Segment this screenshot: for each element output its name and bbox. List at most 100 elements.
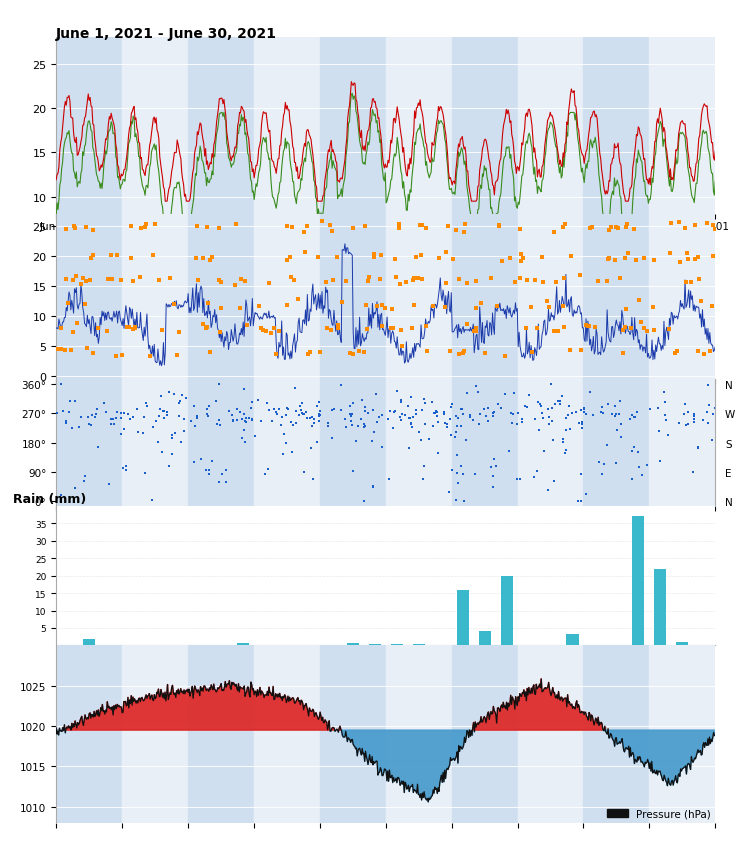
- Bar: [237, 644, 249, 646]
- Point: [345, 414, 357, 428]
- Point: [300, 405, 312, 419]
- Point: [359, 405, 371, 419]
- Point: [449, 224, 461, 237]
- Point: [521, 322, 533, 336]
- Point: [377, 408, 389, 422]
- Point: [175, 436, 187, 449]
- Point: [277, 448, 289, 462]
- Point: [491, 300, 503, 313]
- Point: [583, 321, 595, 334]
- Point: [115, 428, 127, 441]
- Point: [401, 399, 413, 413]
- Point: [88, 224, 100, 237]
- Point: [202, 297, 214, 311]
- Bar: [320, 215, 386, 380]
- Point: [110, 349, 122, 363]
- Text: June 1, 2021 - June 30, 2021: June 1, 2021 - June 30, 2021: [56, 27, 277, 41]
- Point: [431, 447, 443, 461]
- Point: [633, 461, 645, 474]
- Point: [455, 460, 467, 473]
- Point: [606, 408, 618, 421]
- Point: [446, 463, 458, 477]
- Point: [140, 397, 152, 410]
- Point: [470, 325, 482, 338]
- Point: [546, 414, 558, 428]
- Point: [617, 324, 629, 338]
- Point: [376, 320, 388, 333]
- Point: [178, 414, 190, 427]
- Point: [169, 388, 181, 402]
- Point: [449, 409, 461, 423]
- Point: [505, 407, 517, 420]
- Point: [706, 300, 718, 313]
- Point: [418, 392, 430, 406]
- Point: [558, 321, 570, 334]
- Bar: [583, 646, 649, 823]
- Point: [576, 422, 588, 436]
- Point: [345, 399, 357, 413]
- Point: [521, 401, 533, 414]
- Point: [587, 408, 599, 422]
- Point: [231, 403, 243, 417]
- Point: [158, 412, 170, 425]
- Point: [291, 293, 303, 306]
- Point: [439, 301, 451, 315]
- Bar: [583, 38, 649, 215]
- Point: [379, 302, 391, 316]
- Point: [593, 456, 605, 469]
- Point: [125, 252, 137, 266]
- Point: [388, 406, 400, 419]
- Point: [447, 253, 459, 267]
- Point: [55, 322, 67, 335]
- Point: [576, 418, 588, 431]
- Point: [308, 417, 320, 430]
- Point: [512, 406, 524, 419]
- Point: [51, 344, 63, 357]
- Point: [155, 390, 167, 403]
- Bar: [391, 644, 403, 646]
- Point: [485, 461, 497, 474]
- Point: [376, 441, 388, 454]
- Point: [536, 276, 548, 289]
- Point: [485, 273, 497, 286]
- Point: [67, 326, 79, 339]
- Point: [396, 408, 408, 421]
- Point: [290, 404, 302, 418]
- Point: [81, 342, 93, 355]
- Point: [111, 406, 123, 419]
- Point: [258, 323, 270, 337]
- Bar: [320, 646, 386, 823]
- Point: [575, 468, 587, 481]
- Bar: [649, 38, 715, 215]
- Point: [649, 254, 661, 268]
- Point: [543, 301, 555, 315]
- Point: [335, 379, 347, 392]
- Point: [395, 393, 407, 407]
- Point: [440, 278, 452, 291]
- Point: [215, 276, 227, 289]
- Point: [551, 394, 563, 408]
- Point: [451, 448, 463, 462]
- Point: [395, 414, 407, 427]
- Bar: [56, 380, 122, 506]
- Point: [638, 252, 650, 266]
- Point: [65, 344, 77, 358]
- Point: [611, 424, 623, 437]
- Point: [595, 406, 607, 419]
- Point: [601, 275, 613, 289]
- Point: [176, 388, 188, 402]
- Point: [632, 446, 644, 459]
- Point: [108, 418, 120, 431]
- Point: [286, 220, 298, 234]
- Point: [339, 414, 351, 427]
- Point: [359, 220, 371, 234]
- Point: [495, 402, 507, 415]
- Bar: [500, 576, 512, 646]
- Point: [313, 414, 325, 428]
- Point: [347, 222, 359, 235]
- Point: [598, 407, 610, 420]
- Point: [237, 432, 249, 446]
- Point: [133, 425, 145, 439]
- Point: [605, 221, 617, 235]
- Point: [282, 403, 294, 417]
